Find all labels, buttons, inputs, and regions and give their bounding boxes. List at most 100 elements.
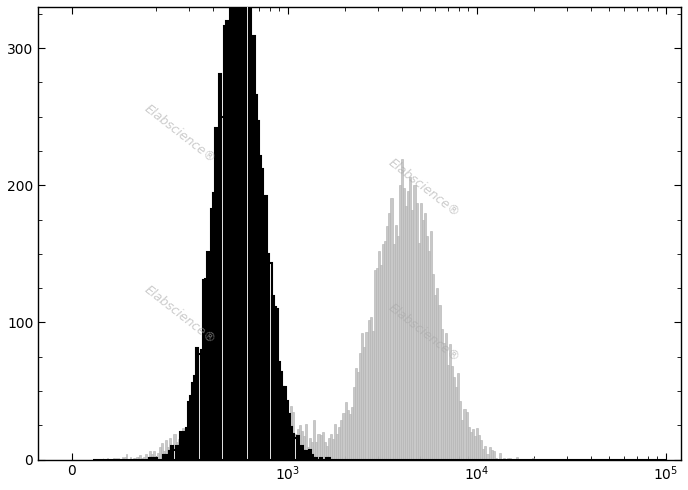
Bar <box>261 388 264 460</box>
Bar <box>491 450 493 460</box>
Bar <box>232 410 234 460</box>
Bar <box>442 343 444 460</box>
Text: Elabscience®: Elabscience® <box>142 102 217 166</box>
Bar <box>169 438 171 460</box>
Bar <box>418 243 420 460</box>
Bar <box>372 331 374 460</box>
Bar <box>326 458 328 460</box>
Bar <box>361 333 363 460</box>
Bar <box>351 408 353 460</box>
Bar <box>178 446 180 460</box>
Bar <box>194 376 196 460</box>
Bar <box>252 379 255 460</box>
Bar <box>165 441 167 460</box>
Bar <box>409 177 411 460</box>
Bar <box>495 458 497 460</box>
Bar <box>470 432 472 460</box>
Bar <box>186 428 188 460</box>
Bar <box>386 226 388 460</box>
Bar <box>476 428 478 460</box>
Bar <box>292 434 294 460</box>
Bar <box>151 454 153 460</box>
Bar <box>184 436 186 460</box>
Bar <box>388 213 391 460</box>
Bar <box>288 416 290 460</box>
Bar <box>207 424 209 460</box>
Bar <box>276 309 278 460</box>
Bar <box>349 415 351 460</box>
Bar <box>201 418 203 460</box>
Bar <box>280 417 282 460</box>
Bar <box>319 458 321 460</box>
Bar <box>211 417 213 460</box>
Bar <box>440 329 442 460</box>
Bar <box>144 454 147 460</box>
Bar <box>234 398 236 460</box>
Bar <box>305 424 307 460</box>
Bar <box>444 333 447 460</box>
Bar <box>199 354 201 460</box>
Bar <box>405 206 407 460</box>
Bar <box>299 447 301 460</box>
Bar <box>359 353 361 460</box>
Bar <box>307 447 309 460</box>
Bar <box>190 436 192 460</box>
Bar <box>157 453 159 460</box>
Bar <box>228 26 230 460</box>
Bar <box>167 447 169 460</box>
Bar <box>134 458 136 460</box>
Bar <box>374 270 376 460</box>
Bar <box>122 457 123 460</box>
Bar <box>246 405 248 460</box>
Bar <box>274 307 276 460</box>
Bar <box>261 169 264 460</box>
Bar <box>294 434 297 460</box>
Bar <box>149 458 151 460</box>
Bar <box>326 446 328 460</box>
Bar <box>196 420 199 460</box>
Bar <box>413 185 416 460</box>
Bar <box>357 372 359 460</box>
Bar <box>472 429 474 460</box>
Text: Elabscience®: Elabscience® <box>386 301 462 365</box>
Bar <box>211 209 213 460</box>
Bar <box>484 446 486 460</box>
Bar <box>468 427 470 460</box>
Bar <box>432 274 434 460</box>
Bar <box>395 225 397 460</box>
Bar <box>266 420 268 460</box>
Bar <box>336 434 338 460</box>
Bar <box>268 405 270 460</box>
Bar <box>186 436 188 460</box>
Bar <box>317 434 319 460</box>
Bar <box>226 405 228 460</box>
Bar <box>276 401 278 460</box>
Bar <box>116 458 117 460</box>
Bar <box>196 348 199 460</box>
Bar <box>403 188 405 460</box>
Bar <box>343 413 345 460</box>
Bar <box>159 447 161 460</box>
Bar <box>205 278 207 460</box>
Bar <box>194 427 196 460</box>
Bar <box>301 446 303 460</box>
Bar <box>188 402 190 460</box>
Bar <box>284 387 286 460</box>
Bar <box>143 457 144 460</box>
Bar <box>190 396 192 460</box>
Bar <box>330 434 332 460</box>
Bar <box>284 420 286 460</box>
Bar <box>292 412 294 460</box>
Bar <box>248 0 250 460</box>
Bar <box>238 383 240 460</box>
Bar <box>182 428 184 460</box>
Bar <box>169 451 171 460</box>
Bar <box>480 441 482 460</box>
Bar <box>416 203 418 460</box>
Text: Elabscience®: Elabscience® <box>142 283 217 346</box>
Bar <box>466 412 468 460</box>
Bar <box>428 251 430 460</box>
Bar <box>219 74 222 460</box>
Bar <box>449 344 451 460</box>
Bar <box>175 446 178 460</box>
